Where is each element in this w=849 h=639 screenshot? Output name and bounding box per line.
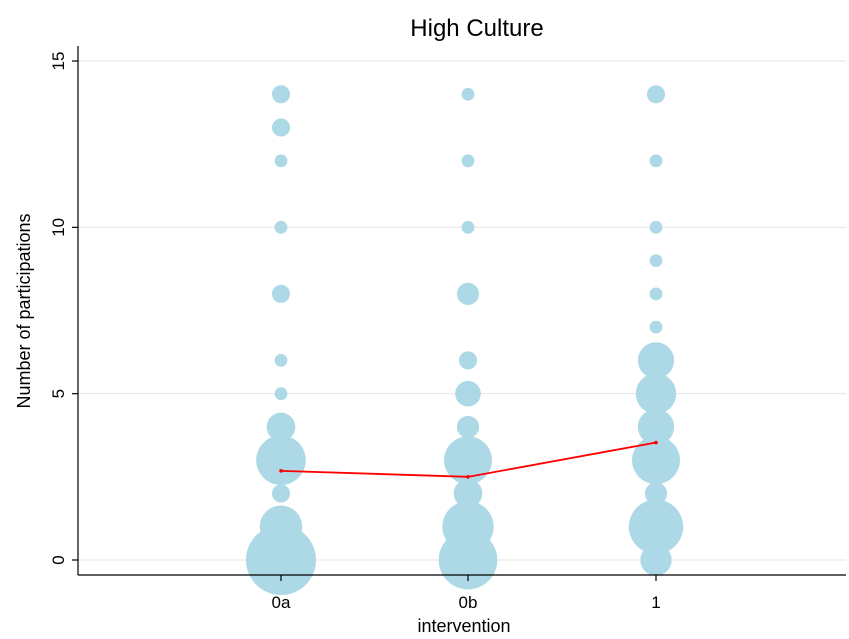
y-tick-label: 15 <box>49 52 68 71</box>
bubble-point <box>256 435 306 485</box>
bubble-point <box>461 220 475 234</box>
bubble-point <box>442 501 494 553</box>
bubble-layer <box>245 85 684 596</box>
x-axis-label: intervention <box>417 616 510 636</box>
y-tick-label: 5 <box>49 389 68 398</box>
bubble-point <box>628 499 684 554</box>
bubble-point <box>635 373 677 414</box>
mean-point <box>654 440 658 445</box>
bubble-point <box>266 412 296 442</box>
bubble-point <box>632 436 680 485</box>
tick-layer: 0 5 10 15 0a 0b 1 <box>49 52 661 612</box>
bubble-point <box>453 479 483 508</box>
y-axis-label: Number of participations <box>14 213 34 408</box>
bubble-point <box>274 387 288 401</box>
y-tick-label: 0 <box>49 555 68 564</box>
bubble-point <box>637 408 675 446</box>
y-tick-label: 10 <box>49 218 68 237</box>
bubble-point <box>649 320 663 334</box>
bubble-point <box>274 154 288 168</box>
chart-title: High Culture <box>410 15 543 42</box>
x-tick-label: 0a <box>272 593 291 612</box>
mean-point <box>279 469 283 473</box>
bubble-point <box>637 342 675 379</box>
bubble-point <box>444 436 492 485</box>
bubble-point <box>649 154 663 168</box>
bubble-point <box>456 282 480 305</box>
bubble-point <box>461 87 475 101</box>
bubble-point <box>649 254 663 267</box>
bubble-point <box>274 220 288 234</box>
x-tick-label: 1 <box>651 593 660 612</box>
x-tick-label: 0b <box>459 593 478 612</box>
bubble-point <box>271 85 291 104</box>
mean-line-layer <box>279 440 658 479</box>
bubble-point <box>644 482 668 505</box>
bubble-point <box>271 284 291 303</box>
bubble-point <box>458 351 478 370</box>
bubble-point <box>461 154 475 168</box>
bubble-point <box>245 524 317 596</box>
bubble-point <box>455 380 481 407</box>
bubble-point <box>646 85 666 104</box>
bubble-point <box>456 415 480 439</box>
mean-point <box>466 475 470 479</box>
bubble-point <box>640 544 672 576</box>
bubble-point <box>271 484 291 503</box>
bubble-point <box>649 220 663 234</box>
bubble-point <box>259 505 303 548</box>
bubble-point <box>271 118 291 137</box>
bubble-point <box>649 287 663 301</box>
bubble-point <box>274 354 288 367</box>
